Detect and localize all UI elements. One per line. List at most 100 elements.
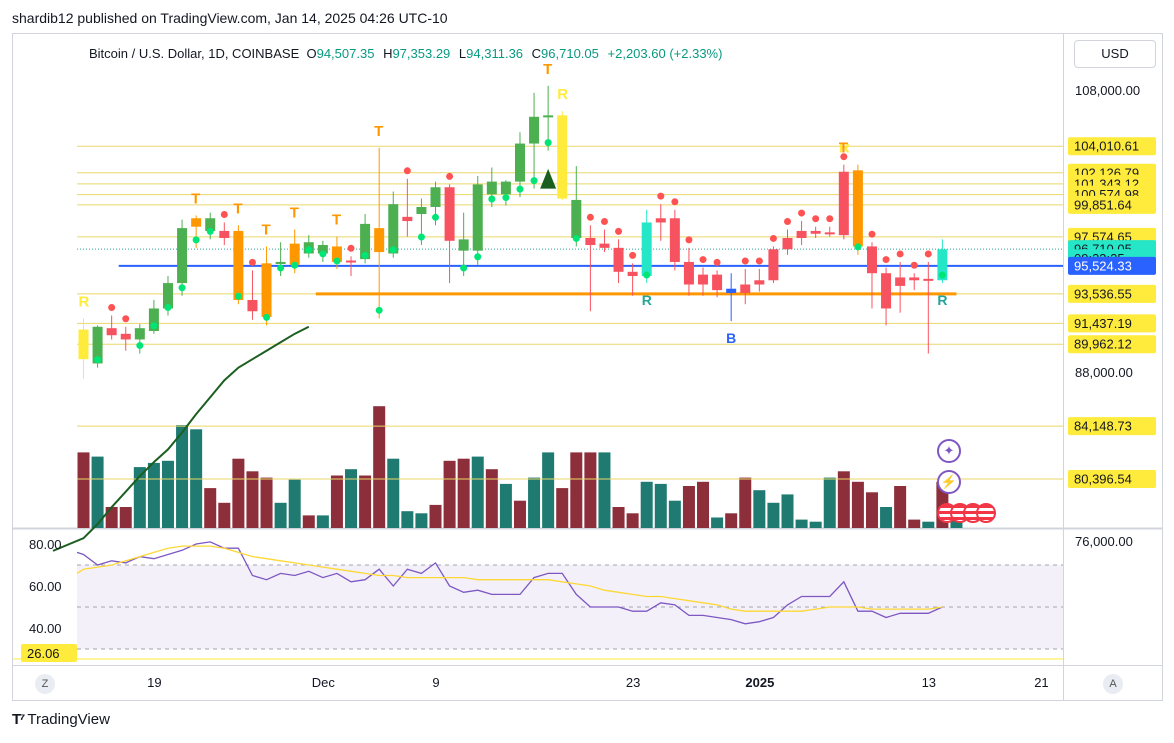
candle-body	[92, 326, 103, 364]
volume-bar	[288, 479, 301, 528]
price-label-bg	[1068, 335, 1156, 354]
volume-bar	[246, 471, 259, 528]
signal-label: T	[262, 221, 271, 238]
trend-dot	[643, 271, 651, 279]
candle-body	[571, 199, 582, 238]
candle-body	[881, 273, 892, 309]
candle-body	[740, 284, 751, 293]
volume-bar	[598, 452, 611, 528]
volume-bar	[851, 481, 864, 528]
volume-bar	[837, 471, 850, 528]
candle-body	[669, 218, 680, 262]
trend-dot	[263, 313, 271, 321]
candle-body	[331, 246, 342, 262]
trend-dot	[248, 258, 256, 266]
volume-bar	[91, 456, 104, 528]
trend-dot	[938, 271, 946, 279]
price-label-bg	[1068, 470, 1156, 489]
trend-dot	[671, 198, 679, 206]
us-flag-icon[interactable]	[976, 503, 996, 523]
sparkle-icon[interactable]: ✦	[937, 439, 961, 463]
volume-bar	[668, 500, 681, 528]
signal-label: T	[374, 123, 383, 140]
price-label-bg	[1068, 137, 1156, 156]
candle-body	[754, 280, 765, 285]
candle-body	[529, 116, 540, 144]
volume-bar	[373, 406, 386, 528]
publisher-caption: shardib12 published on TradingView.com, …	[12, 10, 448, 26]
candle-body	[796, 230, 807, 238]
time-tick-label: 2025	[745, 675, 774, 690]
candle-body	[78, 329, 89, 360]
candle-body	[557, 115, 568, 199]
time-tick-label: 23	[626, 675, 640, 690]
candle-body	[852, 170, 863, 247]
volume-bar	[682, 486, 695, 528]
price-tick-label: 76,000.00	[1075, 534, 1133, 549]
signal-label: R	[79, 293, 90, 310]
trend-dot	[657, 192, 665, 200]
zoom-button[interactable]: Z	[35, 674, 55, 694]
price-label: 95,524.33	[1074, 258, 1132, 273]
trend-dot	[685, 236, 693, 244]
volume-bar	[640, 481, 653, 528]
symbol-legend: Bitcoin / U.S. Dollar, 1D, COINBASE O94,…	[89, 46, 722, 61]
volume-bar	[330, 475, 343, 528]
volume-bar	[119, 507, 132, 528]
trend-dot	[769, 234, 777, 242]
moving-average-line	[52, 325, 310, 552]
candle-body	[627, 271, 638, 277]
tradingview-logo-icon: T⁷	[12, 711, 25, 728]
trend-dot	[178, 284, 186, 292]
signal-label: R	[642, 292, 652, 308]
volume-bar	[415, 513, 428, 528]
candle-body	[402, 216, 413, 222]
signal-label: R	[937, 292, 947, 308]
candle-body	[191, 218, 202, 227]
candle-body	[275, 261, 286, 264]
candle-body	[712, 274, 723, 291]
candle-body	[585, 237, 596, 246]
candle-body	[838, 171, 849, 236]
high-label: H	[383, 46, 393, 61]
trend-dot	[798, 209, 806, 217]
time-tick-label: 9	[432, 675, 439, 690]
auto-scale-button[interactable]: A	[1103, 674, 1123, 694]
candle-body	[219, 230, 230, 238]
volume-bar	[823, 477, 836, 528]
trend-dot	[629, 251, 637, 259]
trend-dot	[361, 251, 369, 259]
price-tick-label: 88,000.00	[1075, 365, 1133, 380]
trend-dot	[544, 139, 552, 147]
volume-bar	[556, 488, 569, 528]
trend-dot	[347, 244, 355, 252]
volume-bar	[795, 519, 808, 528]
trend-dot	[305, 246, 313, 254]
trend-dot	[417, 233, 425, 241]
trend-dot	[234, 292, 242, 300]
candle-body	[923, 278, 934, 281]
trend-dot	[474, 253, 482, 261]
tradingview-logo[interactable]: T⁷ TradingView	[12, 711, 110, 728]
trend-dot	[502, 194, 510, 202]
lightning-icon[interactable]: ⚡	[937, 470, 961, 494]
rsi-tick-label: 40.00	[29, 621, 62, 636]
trend-dot	[572, 234, 580, 242]
rsi-current-label: 26.06	[27, 646, 60, 661]
volume-bar	[654, 483, 667, 528]
currency-button[interactable]: USD	[1074, 40, 1156, 68]
trend-dot	[713, 258, 721, 266]
trend-dot	[615, 227, 623, 235]
chart-background	[13, 34, 1162, 700]
candle-body	[360, 223, 371, 260]
volume-bar	[584, 452, 597, 528]
volume-bar	[105, 507, 118, 528]
candle-body	[134, 328, 145, 340]
volume-bar	[471, 456, 484, 528]
trend-dot	[488, 195, 496, 203]
trend-dot	[319, 250, 327, 258]
rsi-tick-label: 60.00	[29, 579, 62, 594]
candle-body	[472, 184, 483, 251]
price-label: 84,148.73	[1074, 419, 1132, 434]
